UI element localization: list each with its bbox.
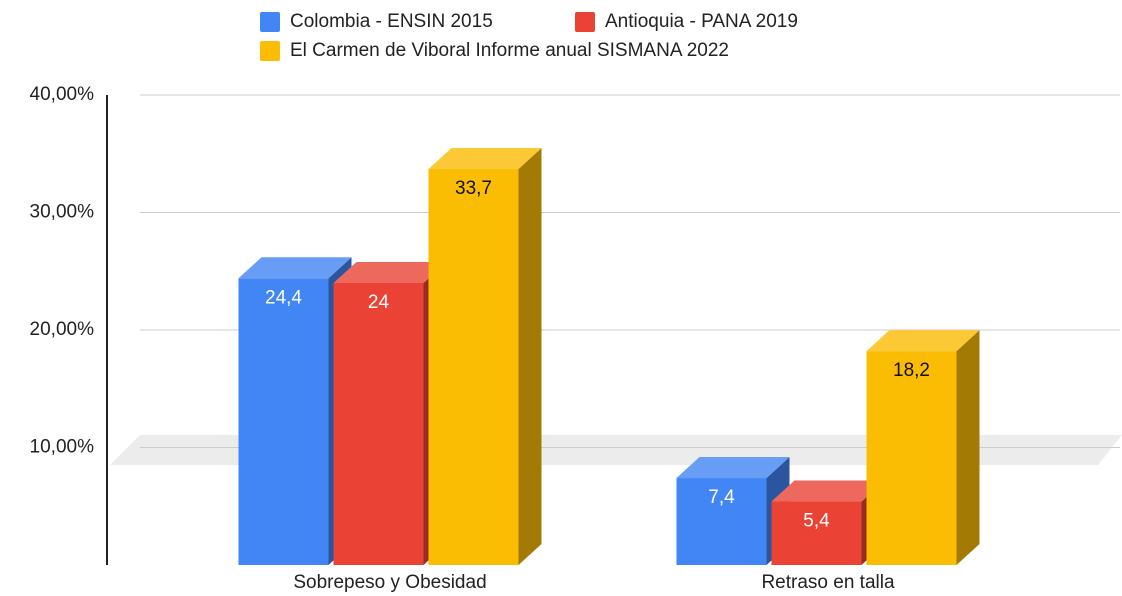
legend-swatch [260, 41, 280, 61]
bar [771, 501, 862, 565]
bar-top [866, 330, 980, 352]
bar-side [956, 330, 980, 565]
bar-top [771, 480, 885, 502]
data-label: 7,4 [708, 487, 735, 508]
legend-swatch [575, 12, 595, 32]
data-label: 33,7 [455, 178, 492, 199]
x-tick-label: Retraso en talla [761, 572, 895, 593]
y-tick-label: 20,00% [30, 319, 95, 340]
data-label: 5,4 [803, 511, 830, 532]
bar-side [518, 148, 542, 565]
legend-label: El Carmen de Viboral Informe anual SISMA… [290, 40, 729, 61]
legend-label: Colombia - ENSIN 2015 [290, 11, 493, 32]
data-label: 24,4 [265, 287, 302, 308]
bar [333, 283, 424, 565]
legend-swatch [260, 12, 280, 32]
data-label: 18,2 [893, 360, 930, 381]
bar-top [333, 262, 447, 283]
bar [866, 351, 957, 565]
legend-label: Antioquia - PANA 2019 [605, 11, 798, 32]
data-label: 24 [368, 292, 390, 313]
bar [238, 278, 329, 565]
x-tick-label: Sobrepeso y Obesidad [293, 572, 486, 593]
bar-top [238, 257, 352, 279]
bar [428, 169, 519, 565]
bar [676, 478, 767, 565]
y-tick-label: 40,00% [30, 84, 95, 105]
bar-top [428, 148, 542, 170]
bar-top [676, 457, 790, 479]
y-tick-label: 10,00% [30, 437, 95, 458]
y-tick-label: 30,00% [30, 202, 95, 223]
